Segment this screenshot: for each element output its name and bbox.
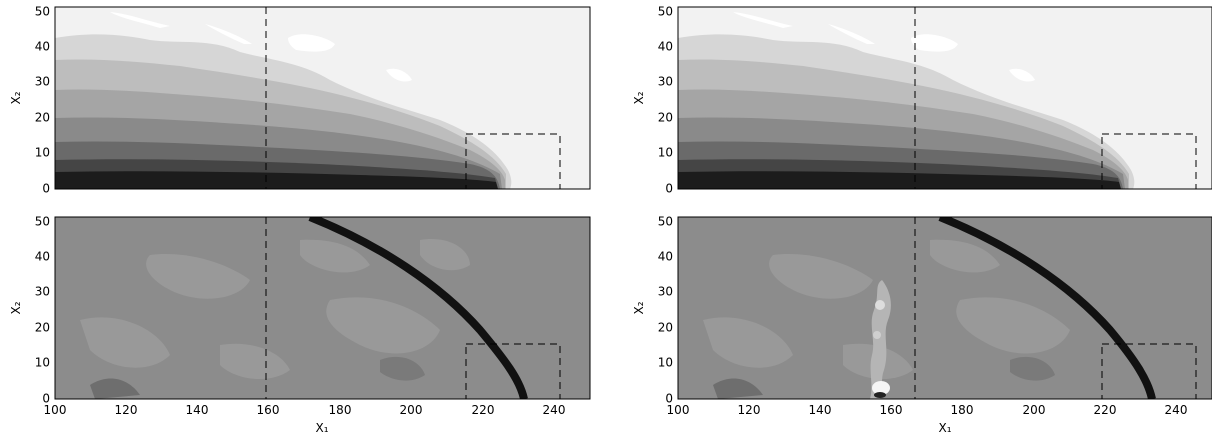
y-tick-label: 30 <box>35 285 50 299</box>
x-tick-label: 100 <box>667 403 690 417</box>
x-tick-label: 120 <box>115 403 138 417</box>
x-tick-label: 160 <box>257 403 280 417</box>
panel-frame <box>54 6 591 190</box>
x-tick-label: 120 <box>738 403 761 417</box>
panel-top-left: 0 10 20 30 40 50 X₂ <box>9 5 591 196</box>
x-tick-label: 240 <box>543 403 566 417</box>
y-tick-label: 0 <box>665 392 673 406</box>
y-tick-label: 30 <box>35 75 50 89</box>
y-tick-label: 0 <box>42 392 50 406</box>
x-axis-label: X₁ <box>315 421 328 435</box>
x-tick-label: 220 <box>472 403 495 417</box>
x-tick-label: 180 <box>951 403 974 417</box>
y-ticks: 0 10 20 30 40 50 <box>658 5 673 196</box>
panel-frame <box>677 6 1212 190</box>
y-tick-label: 20 <box>35 321 50 335</box>
zoom-box <box>1101 133 1197 189</box>
y-tick-label: 50 <box>658 215 673 229</box>
x-tick-label: 140 <box>186 403 209 417</box>
y-tick-label: 10 <box>35 146 50 160</box>
panel-bottom-left: 0 10 20 30 40 50 100 120 140 160 180 200… <box>9 215 591 435</box>
y-ticks: 0 10 20 30 40 50 <box>35 5 50 196</box>
y-ticks: 0 10 20 30 40 50 <box>35 215 50 406</box>
panel-bottom-right: 0 10 20 30 40 50 100 120 140 160 180 200… <box>632 215 1212 435</box>
y-tick-label: 20 <box>658 111 673 125</box>
x-tick-label: 200 <box>400 403 423 417</box>
y-tick-label: 30 <box>658 75 673 89</box>
y-tick-label: 10 <box>658 356 673 370</box>
y-tick-label: 50 <box>658 5 673 19</box>
y-axis-label: X₂ <box>9 301 23 314</box>
y-tick-label: 40 <box>658 40 673 54</box>
y-tick-label: 10 <box>658 146 673 160</box>
y-ticks: 0 10 20 30 40 50 <box>658 215 673 406</box>
x-tick-label: 200 <box>1023 403 1046 417</box>
x-tick-label: 180 <box>329 403 352 417</box>
x-ticks: 100 120 140 160 180 200 220 240 <box>667 403 1188 417</box>
y-tick-label: 10 <box>35 356 50 370</box>
shock-front <box>308 217 528 399</box>
y-tick-label: 20 <box>658 321 673 335</box>
y-tick-label: 50 <box>35 5 50 19</box>
y-tick-label: 30 <box>658 285 673 299</box>
zoom-box <box>1101 343 1197 399</box>
x-tick-label: 160 <box>880 403 903 417</box>
y-tick-label: 20 <box>35 111 50 125</box>
panel-top-right: 0 10 20 30 40 50 X₂ <box>632 5 1212 196</box>
y-axis-label: X₂ <box>9 91 23 104</box>
shock-front <box>938 217 1156 399</box>
x-tick-label: 100 <box>44 403 67 417</box>
y-tick-label: 40 <box>35 250 50 264</box>
y-tick-label: 40 <box>35 40 50 54</box>
panel-frame <box>54 216 591 400</box>
x-tick-label: 140 <box>809 403 832 417</box>
y-axis-label: X₂ <box>632 91 646 104</box>
y-tick-label: 0 <box>42 182 50 196</box>
x-axis-label: X₁ <box>938 421 951 435</box>
zoom-box <box>465 133 561 189</box>
x-ticks: 100 120 140 160 180 200 220 240 <box>44 403 566 417</box>
zoom-box <box>465 343 561 399</box>
y-tick-label: 40 <box>658 250 673 264</box>
y-tick-label: 50 <box>35 215 50 229</box>
y-axis-label: X₂ <box>632 301 646 314</box>
x-tick-label: 240 <box>1165 403 1188 417</box>
y-tick-label: 0 <box>665 182 673 196</box>
panel-frame <box>677 216 1212 400</box>
x-tick-label: 220 <box>1094 403 1117 417</box>
